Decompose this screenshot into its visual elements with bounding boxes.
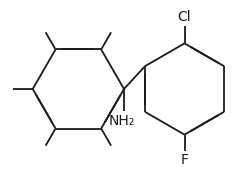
Text: NH₂: NH₂	[109, 114, 135, 128]
Text: Cl: Cl	[178, 9, 191, 23]
Text: F: F	[181, 153, 188, 166]
